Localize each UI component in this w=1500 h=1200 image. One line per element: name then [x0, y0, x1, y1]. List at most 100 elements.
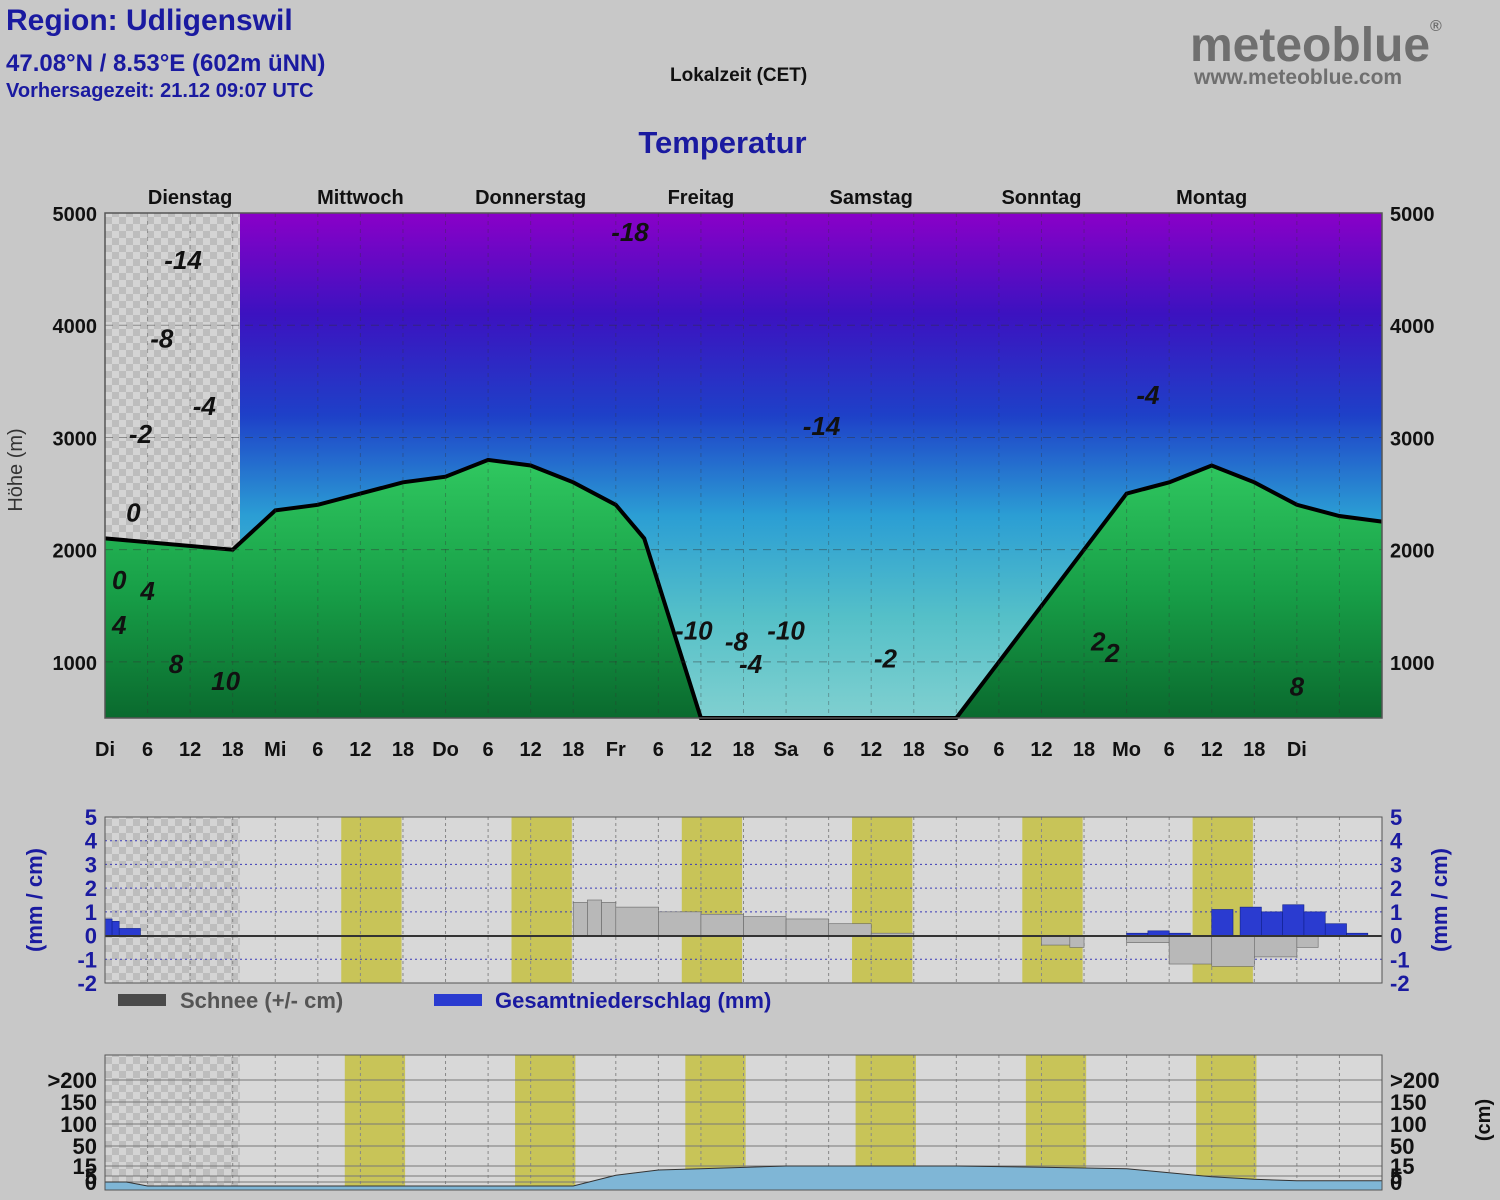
precip-bar	[1282, 904, 1305, 936]
x-tick-label: Mi	[264, 739, 286, 761]
precip-bar	[118, 928, 141, 936]
snow-ytick-right: 15	[1390, 1154, 1414, 1179]
precip-ytick-left: 2	[85, 876, 97, 901]
contour-label: 0	[112, 565, 127, 595]
day-label: Dienstag	[148, 187, 232, 209]
contour-label: -8	[725, 627, 749, 657]
day-label: Sonntag	[1001, 187, 1081, 209]
snow-ytick-left: 150	[60, 1090, 97, 1115]
contour-label: 8	[1290, 672, 1305, 702]
x-tick-label: Do	[432, 739, 459, 761]
snow-bar	[572, 902, 588, 936]
precip-ytick-right: 1	[1390, 900, 1402, 925]
logo-text: meteoblue	[1190, 19, 1431, 72]
warm-area	[105, 459, 1382, 718]
chart-title: Temperatur	[638, 125, 807, 160]
precip-ytick-right: -2	[1390, 971, 1410, 996]
precip-ytick-left: 5	[85, 805, 97, 830]
day-label: Montag	[1176, 187, 1247, 209]
contour-label: -14	[803, 411, 841, 441]
meteoblue-logo[interactable]: meteoblue®	[1190, 18, 1442, 73]
contour-label: -8	[150, 324, 174, 354]
daylight-band	[681, 817, 743, 983]
x-tick-label: 6	[312, 739, 323, 761]
daylight-band	[341, 817, 402, 983]
snow-bar	[615, 906, 659, 936]
precip-ytick-left: 4	[85, 829, 98, 854]
x-tick-label: 12	[520, 739, 542, 761]
contour-label: 10	[211, 666, 240, 696]
precip-ytick-right: -1	[1390, 947, 1410, 972]
x-tick-label: 6	[653, 739, 664, 761]
x-tick-label: 18	[1073, 739, 1095, 761]
precip-bar	[1261, 911, 1283, 936]
snow-bar	[1069, 935, 1085, 948]
temperature-ylabel: Höhe (m)	[5, 428, 27, 511]
contour-label: -18	[611, 217, 649, 247]
x-tick-label: 18	[562, 739, 584, 761]
snow-bar	[1296, 935, 1319, 948]
precip-ytick-left: -2	[77, 971, 97, 996]
x-tick-label: Mo	[1112, 739, 1141, 761]
contour-label: -4	[1136, 380, 1160, 410]
snow-bar	[700, 913, 744, 936]
snow-ytick-right: 150	[1390, 1090, 1427, 1115]
snow-past-hatch	[105, 1055, 240, 1190]
coordinates: 47.08°N / 8.53°E (602m üNN)	[6, 50, 326, 77]
snow-bar	[1168, 935, 1213, 965]
x-tick-label: 12	[860, 739, 882, 761]
temperature-panel: -18-14-14-10-10-8-8-4-4-4-2-20022448810 …	[5, 187, 1435, 761]
temp-ytick-right: 1000	[1390, 653, 1435, 675]
snow-ytick-right: 100	[1390, 1112, 1427, 1137]
contour-label: 2	[1104, 638, 1120, 668]
x-tick-label: 12	[690, 739, 712, 761]
precip-ytick-right: 4	[1390, 829, 1403, 854]
snow-ytick-right: 0	[1390, 1170, 1402, 1195]
daylight-band	[344, 1055, 406, 1190]
contour-label: -10	[675, 615, 713, 645]
x-tick-label: Di	[1287, 739, 1307, 761]
precip-ytick-left: -1	[77, 947, 97, 972]
temp-ytick-left: 1000	[53, 653, 98, 675]
snow-ytick-left: 0	[85, 1170, 97, 1195]
precip-ytick-right: 3	[1390, 852, 1402, 877]
daylight-band	[1022, 817, 1083, 983]
region-title: Region: Udligenswil	[6, 4, 293, 37]
daylight-band	[852, 817, 913, 983]
day-label: Mittwoch	[317, 187, 404, 209]
legend-snow-label: Schnee (+/- cm)	[180, 988, 343, 1013]
precip-bar	[1239, 906, 1262, 936]
x-tick-label: 12	[1030, 739, 1052, 761]
snow-ytick-left: 50	[73, 1134, 97, 1159]
temp-ytick-left: 4000	[53, 316, 98, 338]
timezone-label: Lokalzeit (CET)	[670, 65, 808, 86]
day-label: Samstag	[830, 187, 913, 209]
temp-ytick-left: 2000	[53, 541, 98, 563]
x-tick-label: 6	[142, 739, 153, 761]
snow-bar	[587, 899, 602, 936]
contour-label: 2	[1090, 627, 1106, 657]
precip-bar	[111, 921, 120, 936]
snow-bar	[828, 923, 872, 936]
snow-bar	[658, 911, 702, 936]
snow-ytick-left: >200	[47, 1068, 97, 1093]
precip-frame	[104, 816, 1383, 984]
precip-bar	[104, 918, 113, 936]
day-label: Donnerstag	[475, 187, 586, 209]
snow-bar	[601, 902, 617, 936]
legend-snow-swatch	[118, 994, 166, 1006]
temp-ytick-right: 3000	[1390, 428, 1435, 450]
precip-ylabel-right: (mm / cm)	[1427, 848, 1452, 952]
snow-depth-area	[104, 1165, 1383, 1191]
logo-url-link[interactable]: www.meteoblue.com	[1194, 66, 1403, 89]
contour-label: -2	[129, 419, 153, 449]
legend-precip-label: Gesamtniederschlag (mm)	[495, 988, 771, 1013]
x-tick-label: 12	[349, 739, 371, 761]
x-tick-label: 6	[823, 739, 834, 761]
x-tick-label: 12	[1201, 739, 1223, 761]
temp-ytick-left: 5000	[53, 204, 98, 226]
precip-bar	[1324, 923, 1347, 936]
contour-label: -4	[193, 391, 217, 421]
x-tick-label: 6	[1164, 739, 1175, 761]
